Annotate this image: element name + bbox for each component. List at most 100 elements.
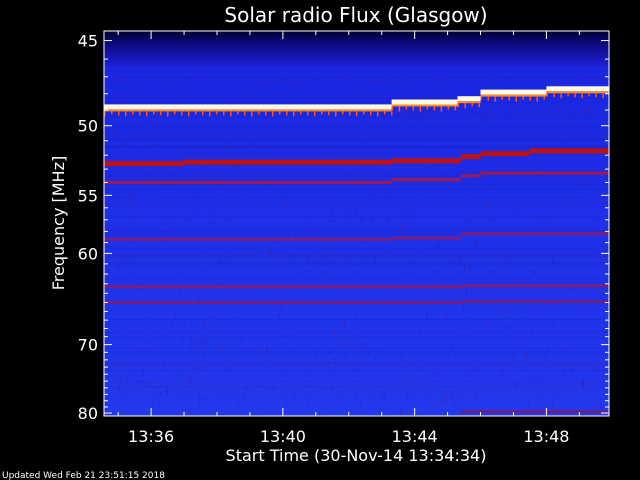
noise-line	[104, 146, 609, 148]
noise-streak	[452, 343, 454, 351]
emission-band-5	[460, 300, 609, 304]
noise-streak	[254, 245, 256, 249]
noise-streak	[512, 326, 514, 333]
noise-streak	[248, 244, 250, 252]
noise-streak	[199, 403, 201, 410]
noise-streak	[279, 132, 281, 134]
noise-streak	[548, 230, 550, 232]
noise-streak	[261, 352, 263, 357]
noise-streak	[270, 80, 272, 86]
noise-streak	[337, 125, 339, 128]
noise-streak	[315, 249, 316, 252]
noise-streak	[390, 406, 392, 410]
noise-streak	[178, 271, 180, 276]
noise-streak	[169, 340, 171, 342]
noise-streak	[299, 94, 300, 97]
noise-streak	[291, 200, 293, 202]
noise-streak	[495, 255, 497, 258]
noise-streak	[375, 292, 377, 297]
noise-line	[104, 233, 609, 235]
noise-streak	[315, 110, 317, 116]
noise-streak	[137, 285, 139, 293]
noise-streak	[320, 171, 321, 175]
noise-streak	[119, 292, 121, 297]
noise-line	[104, 93, 609, 95]
noise-streak	[306, 278, 308, 281]
noise-streak	[497, 310, 499, 316]
noise-streak	[589, 281, 591, 285]
noise-streak	[581, 245, 583, 250]
noise-streak	[375, 188, 377, 190]
noise-streak	[307, 256, 309, 263]
noise-streak	[110, 375, 112, 377]
noise-streak	[305, 164, 306, 166]
noise-streak	[315, 155, 317, 159]
noise-streak	[363, 139, 365, 144]
noise-streak	[331, 369, 333, 371]
noise-streak	[194, 71, 196, 78]
noise-streak	[447, 351, 449, 357]
noise-streak	[606, 81, 607, 86]
noise-streak	[445, 391, 447, 398]
noise-streak	[344, 306, 346, 308]
emission-band-tick	[471, 103, 473, 107]
noise-streak	[544, 130, 546, 136]
noise-line	[104, 77, 609, 79]
noise-streak	[423, 151, 425, 155]
noise-streak	[561, 347, 563, 352]
noise-streak	[575, 180, 577, 183]
noise-streak	[424, 207, 425, 210]
noise-streak	[344, 321, 346, 329]
noise-streak	[107, 332, 109, 337]
noise-streak	[175, 365, 177, 368]
noise-streak	[194, 370, 195, 375]
noise-streak	[233, 188, 235, 193]
noise-streak	[459, 256, 461, 262]
noise-streak	[552, 189, 554, 193]
chart-title: Solar radio Flux (Glasgow)	[224, 3, 487, 27]
noise-line	[104, 353, 609, 355]
noise-streak	[315, 75, 317, 81]
noise-streak	[345, 214, 347, 220]
plot-frame	[103, 30, 610, 417]
noise-streak	[205, 394, 207, 400]
noise-streak	[277, 206, 279, 210]
noise-line	[104, 347, 609, 349]
noise-streak	[145, 120, 147, 124]
noise-streak	[298, 169, 300, 175]
noise-streak	[168, 322, 170, 324]
noise-streak	[486, 117, 488, 121]
noise-streak	[404, 209, 406, 212]
noise-streak	[130, 274, 132, 276]
noise-streak	[521, 147, 523, 149]
noise-streak	[486, 320, 487, 326]
noise-streak	[598, 132, 600, 135]
noise-streak	[382, 281, 384, 283]
noise-streak	[152, 144, 154, 146]
noise-streak	[485, 200, 487, 207]
noise-streak	[562, 225, 564, 229]
noise-streak	[123, 78, 125, 82]
emission-band-tick	[132, 111, 134, 115]
noise-line	[104, 171, 609, 172]
emission-band-tick	[398, 106, 401, 112]
noise-streak	[455, 144, 457, 148]
noise-streak	[217, 413, 219, 416]
noise-streak	[461, 134, 462, 139]
noise-streak	[202, 352, 204, 358]
noise-streak	[123, 97, 125, 103]
noise-streak	[133, 372, 135, 379]
noise-streak	[140, 273, 142, 277]
noise-streak	[171, 320, 173, 328]
noise-streak	[145, 316, 147, 320]
noise-streak	[385, 266, 386, 270]
noise-line	[104, 256, 609, 258]
x-tick-label: 13:44	[392, 427, 438, 446]
noise-streak	[414, 114, 416, 121]
noise-streak	[143, 370, 145, 376]
emission-band-tick	[536, 96, 538, 102]
x-tick-label: 13:36	[128, 427, 174, 446]
noise-streak	[198, 175, 200, 181]
noise-streak	[198, 366, 200, 371]
noise-streak	[312, 98, 314, 102]
